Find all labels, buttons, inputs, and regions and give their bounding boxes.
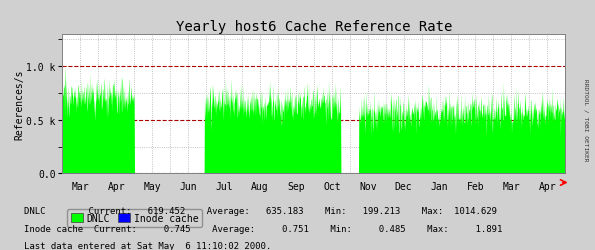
- Title: Yearly host6 Cache Reference Rate: Yearly host6 Cache Reference Rate: [176, 20, 452, 34]
- Text: DNLC        Current:   619.452    Average:   635.183    Min:   199.213    Max:  : DNLC Current: 619.452 Average: 635.183 M…: [24, 206, 497, 215]
- Text: RRDTOOL / TOBI OETIKER: RRDTOOL / TOBI OETIKER: [584, 79, 588, 161]
- Text: Inode cache  Current:     0.745    Average:     0.751    Min:     0.485    Max: : Inode cache Current: 0.745 Average: 0.75…: [24, 224, 502, 233]
- Text: Last data entered at Sat May  6 11:10:02 2000.: Last data entered at Sat May 6 11:10:02 …: [24, 241, 271, 250]
- Legend: DNLC, Inode cache: DNLC, Inode cache: [67, 209, 202, 227]
- Y-axis label: References/s: References/s: [15, 69, 25, 140]
